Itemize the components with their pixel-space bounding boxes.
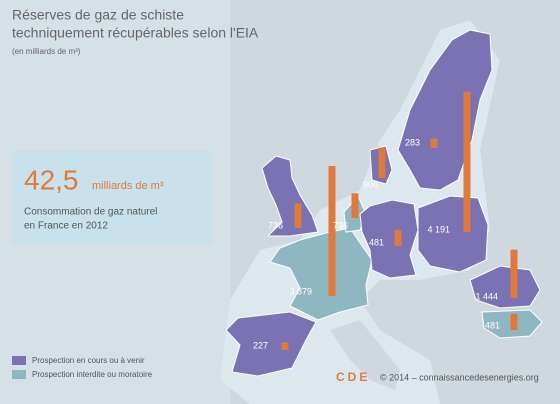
reserve-bar bbox=[510, 249, 518, 298]
country bbox=[269, 227, 373, 321]
country bbox=[225, 311, 317, 377]
reserve-label: 3 879 bbox=[289, 286, 312, 296]
reserve-bar bbox=[328, 166, 336, 296]
reserve-label: 736 bbox=[268, 220, 283, 230]
reserve-bar bbox=[378, 147, 386, 178]
reserve-label: 736 bbox=[333, 220, 348, 230]
country bbox=[261, 155, 319, 237]
callout-text-2: en France en 2012 bbox=[24, 221, 108, 232]
reserve-label: 1 444 bbox=[475, 291, 498, 301]
reserve-bar bbox=[294, 203, 302, 228]
credit: © 2014 – connaissancedesenergies.org bbox=[380, 372, 539, 382]
reserve-bar bbox=[510, 313, 518, 330]
reserve-bar bbox=[351, 193, 359, 218]
country bbox=[469, 265, 541, 309]
callout-unit: milliards de m³ bbox=[92, 180, 164, 192]
regions: 736 3 879 736 906 481 4 191 283 227 1 444 481 bbox=[225, 29, 543, 377]
reserve-bar bbox=[430, 138, 438, 148]
reserve-label: 906 bbox=[363, 179, 378, 189]
callout-box bbox=[12, 150, 212, 244]
reserve-label: 283 bbox=[405, 137, 420, 147]
legend-swatch bbox=[12, 370, 26, 379]
country bbox=[359, 199, 419, 279]
callout-text-1: Consommation de gaz naturel bbox=[24, 207, 157, 218]
reserve-label: 227 bbox=[253, 340, 268, 350]
logo: CDE bbox=[336, 370, 370, 384]
legend-label: Prospection en cours ou à venir bbox=[32, 356, 145, 365]
legend-label: Prospection interdite ou moratoire bbox=[32, 370, 153, 379]
reserve-label: 4 191 bbox=[427, 224, 450, 234]
reserve-bar bbox=[281, 342, 289, 350]
reserve-label: 481 bbox=[369, 237, 384, 247]
subtitle: (en milliards de m³) bbox=[12, 47, 81, 56]
callout-value: 42,5 bbox=[24, 164, 79, 195]
title-line-2: techniquement récupérables selon l'EIA bbox=[12, 25, 259, 41]
legend-swatch bbox=[12, 356, 26, 365]
reserve-bar bbox=[394, 229, 402, 246]
reserve-bar bbox=[463, 91, 471, 232]
reserve-label: 481 bbox=[485, 320, 500, 330]
title-line-1: Réserves de gaz de schiste bbox=[12, 7, 184, 23]
